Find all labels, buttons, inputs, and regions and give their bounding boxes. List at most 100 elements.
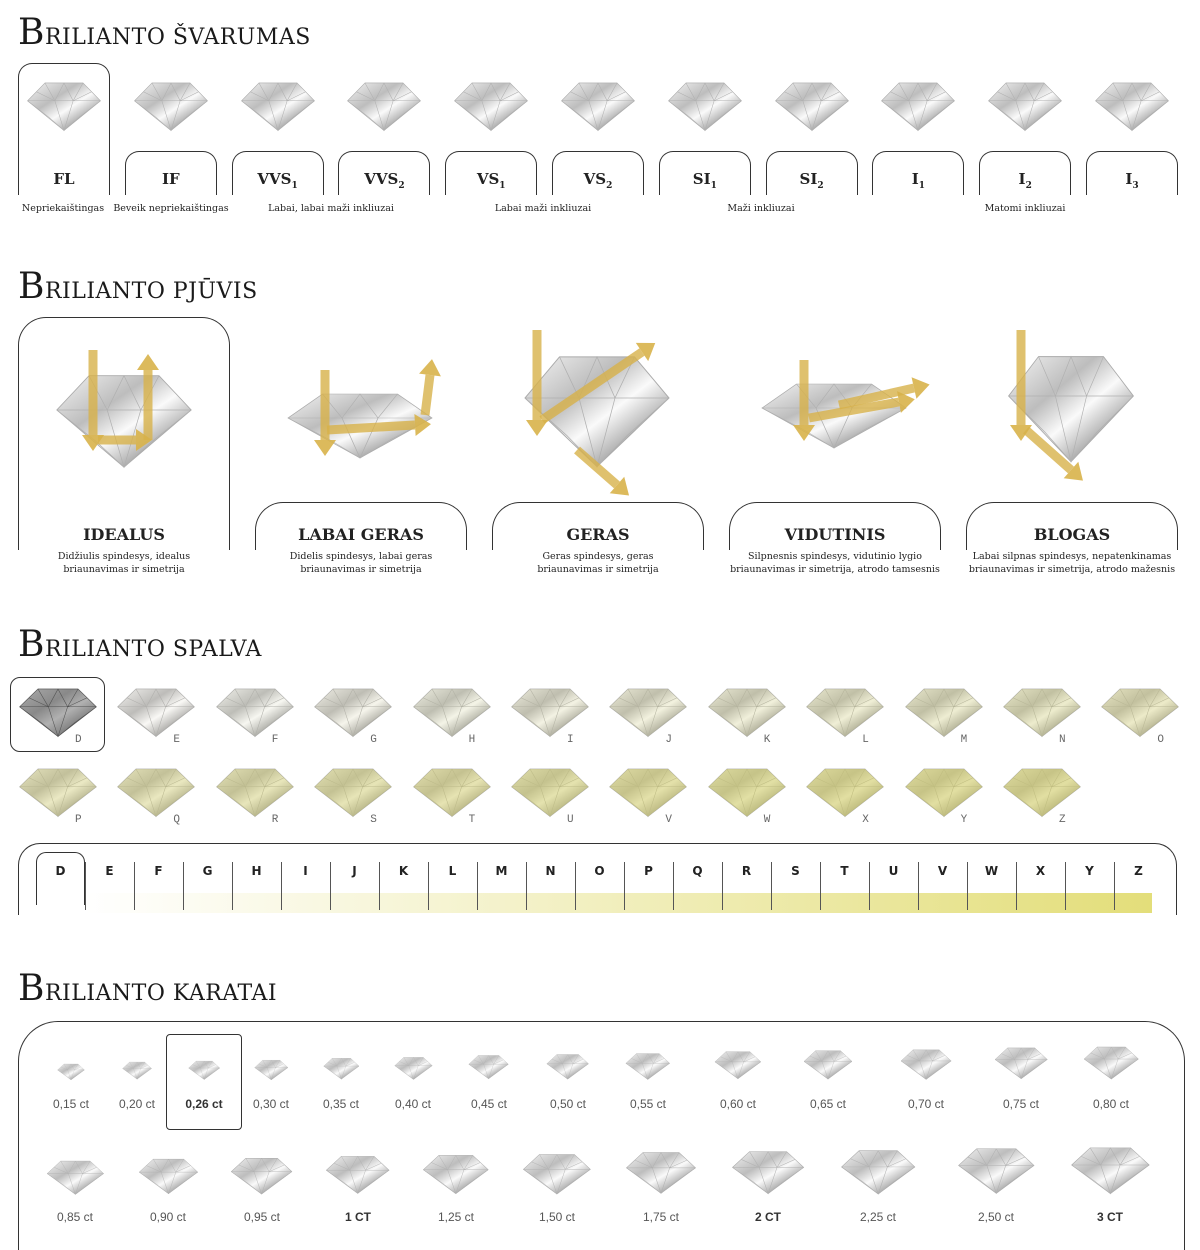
color-letter: L [862,734,869,746]
clarity-box [338,151,431,195]
scale-divider [575,862,576,910]
scale-letter: V [937,864,948,878]
color-letter: R [271,814,279,826]
diamond-body [188,1060,220,1080]
scale-divider [281,862,282,910]
scale-divider [85,862,86,910]
cut-label: GERAS [566,525,630,544]
scale-letter: O [594,864,605,878]
clarity-box [552,151,644,195]
cut-label: IDEALUS [83,525,165,544]
diamond-facets [881,82,956,132]
cut-description: briaunavimas ir simetrija, atrodo tamses… [730,564,940,575]
diamond-body [881,82,956,131]
diamond-facets [240,82,315,132]
diamond-icon [314,688,393,738]
diamond-body [904,688,983,737]
clarity-grade: VVS1 [232,170,324,191]
diamond-tint [413,688,490,737]
clarity-grade: VS1 [445,170,537,191]
light-ray-head [793,425,815,441]
diamond-body [511,688,589,737]
diamond-facets [547,1054,589,1080]
light-ray-head [414,414,431,436]
diamond-body [412,768,491,817]
diamond-tint [1003,688,1081,737]
diamond-icon [27,82,101,132]
diamond-body [626,1152,696,1195]
diamond-icon [881,82,956,132]
grade-name: VS [583,170,607,188]
scale-divider [232,862,233,910]
scale-letter: E [105,864,114,878]
scale-letter: Z [1134,864,1143,878]
scale-letter: Q [692,864,703,878]
color-letter: O [1157,734,1164,746]
grade-name: VVS [364,170,399,188]
color-letter: Y [960,814,968,826]
cut-illustration [287,359,441,459]
diamond-icon [904,688,983,738]
diamond-icon [323,1058,359,1080]
diamond-body [46,1160,104,1195]
diamond-facets [900,1049,952,1080]
diamond-icon [1003,768,1081,818]
color-letter: E [173,734,180,746]
grade-name: IF [161,170,180,188]
diamond-tint [314,688,392,737]
diamond-body [314,688,393,737]
diamond-body [1083,1046,1139,1080]
clarity-box [765,151,858,195]
color-letter: W [763,814,771,826]
diamond-body [27,82,101,131]
diamond-facets [122,1062,152,1080]
scale-letter: P [644,864,653,878]
diamond-tint [19,768,97,817]
cut-illustration [1008,330,1134,481]
diamond-body [254,1059,288,1080]
light-ray [574,446,620,489]
clarity-box [979,151,1072,195]
diamond-icon [423,1155,489,1195]
scale-divider [183,862,184,910]
clarity-description: Labai maži inkliuzai [494,203,592,214]
light-ray-head [314,440,336,456]
diamond-facets [117,688,195,738]
diamond-facets [347,82,422,132]
scale-letter: J [352,864,357,878]
cut-description: briaunavimas ir simetrija, atrodo mažesn… [968,564,1176,575]
diamond-icon [19,688,97,738]
carat-label: 0,70 ct [907,1097,945,1111]
clarity-box [658,151,751,195]
diamond-icon [707,688,786,738]
scale-divider [477,862,478,910]
clarity-grade: VVS2 [338,170,430,191]
diamond-icon [731,1151,805,1195]
diamond-icon [347,82,422,132]
clarity-box [18,63,110,195]
carat-label: 1 CT [344,1210,371,1224]
diamond-body [394,1057,432,1080]
diamond-body [731,1151,805,1195]
scale-letter: Y [1085,864,1094,878]
grade-name: I [911,170,919,188]
diamond-facets [1071,1147,1149,1195]
diamond-facets [134,82,208,132]
diamond-body [122,1062,152,1080]
diamond-tint [216,688,294,737]
diamond-facets [216,688,294,738]
grade-subscript: 2 [606,181,613,191]
diamond-icon [19,768,97,818]
diamond-facets [626,1053,670,1080]
scale-letter: G [202,864,213,878]
color-letter: V [665,814,672,826]
carat-label: 0,45 ct [470,1097,508,1111]
diamond-tint [708,768,786,817]
diamond-tint [511,768,589,817]
carat-frame [18,1021,1185,1250]
scale-letter: R [741,864,752,878]
diamond-tint [118,689,195,737]
diamond-facets [231,1157,293,1195]
scale-letter: X [1035,864,1046,878]
diamond-icon [240,82,315,132]
